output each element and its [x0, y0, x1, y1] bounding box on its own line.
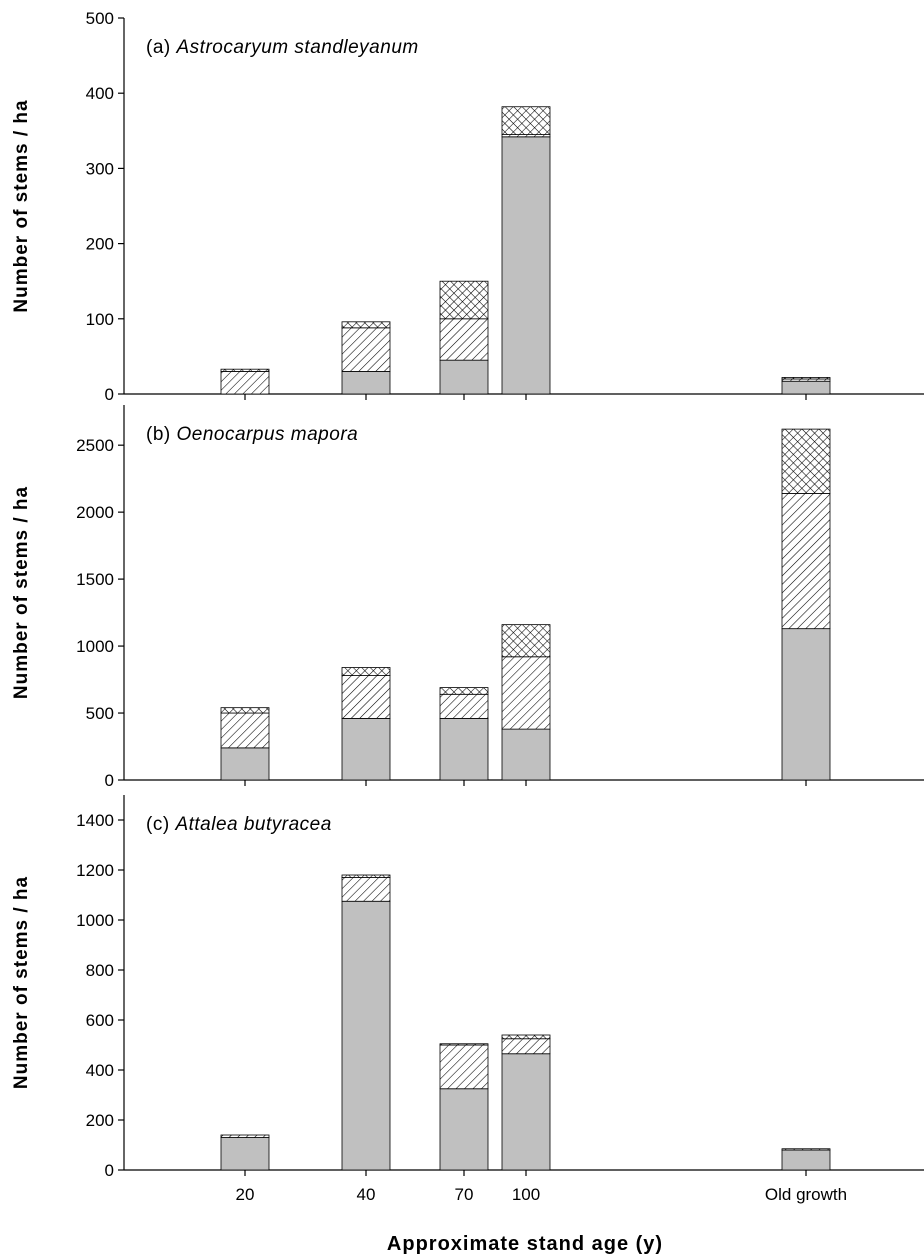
y-tick-label: 0 [105, 1161, 114, 1180]
bar-segment-gray [220, 747, 270, 781]
y-tick-label: 200 [86, 235, 114, 254]
bar-segment-cross-hatched [781, 428, 831, 494]
bar-segment-hatched [341, 675, 391, 719]
panel-title: (a) Astrocaryum standleyanum [146, 37, 419, 58]
species-name: Attalea butyracea [174, 814, 331, 835]
y-tick-label: 500 [86, 704, 114, 723]
bar-segment-gray [501, 728, 551, 781]
bar-segment-hatched [341, 327, 391, 372]
bar-segment-hatched [501, 656, 551, 730]
panel-a: 0 100 200 300 400 500 Number of stems / ha (a) … [11, 9, 924, 404]
y-tick-label: 600 [86, 1011, 114, 1030]
y-tick-label: 300 [86, 159, 114, 178]
bar-segment-gray [781, 628, 831, 781]
y-tick-label: 0 [105, 771, 114, 790]
bar-segment-gray [439, 1088, 489, 1171]
y-axis-label: Number of stems / ha [11, 486, 32, 699]
bar-segment-gray [781, 1149, 831, 1171]
bar-segment-hatched [501, 1038, 551, 1055]
y-tick-label: 1200 [76, 861, 114, 880]
species-name: Oenocarpus mapora [177, 424, 359, 445]
y-axis-label: Number of stems / ha [11, 99, 32, 312]
panel-b: 0 500 1000 1500 2000 2500 Number of stems / ha… [11, 405, 924, 790]
bar-segment-hatched [341, 877, 391, 902]
y-tick-label: 0 [105, 385, 114, 404]
bar-segment-gray [439, 717, 489, 781]
bar-segment-hatched [220, 1134, 270, 1138]
bar-segment-cross-hatched [341, 874, 391, 878]
bar-segment-cross-hatched [439, 280, 489, 320]
bar-segment-gray [501, 136, 551, 395]
bar-segment-gray [341, 900, 391, 1171]
y-tick-label: 500 [86, 9, 114, 28]
bar-segment-hatched [781, 492, 831, 630]
panel-title: (b) Oenocarpus mapora [146, 424, 358, 445]
bar-segment-cross-hatched [439, 687, 489, 695]
panel-c: 0 200 400 600 800 1000 1200 1400 Number of stems… [11, 795, 924, 1204]
bar-segment-gray [439, 359, 489, 395]
bar-segment-cross-hatched [341, 667, 391, 676]
x-tick-label: 70 [455, 1185, 474, 1204]
y-tick-label: 2500 [76, 436, 114, 455]
bar-segment-cross-hatched [781, 377, 831, 380]
bar-segment-cross-hatched [439, 1043, 489, 1046]
bar-segment-gray [341, 371, 391, 395]
panel-label: (b) [146, 424, 177, 445]
y-tick-label: 400 [86, 1061, 114, 1080]
y-tick-label: 800 [86, 961, 114, 980]
x-tick-label: 100 [512, 1185, 540, 1204]
panel-label: (c) [146, 814, 175, 835]
y-tick-label: 200 [86, 1111, 114, 1130]
x-tick-label: 20 [236, 1185, 255, 1204]
y-tick-label: 1400 [76, 811, 114, 830]
bar-segment-cross-hatched [501, 624, 551, 658]
y-axis-label: Number of stems / ha [11, 876, 32, 1089]
bar-segment-gray [501, 1053, 551, 1171]
bar-segment-cross-hatched [501, 106, 551, 135]
bar-segment-hatched [220, 712, 270, 749]
y-tick-label: 400 [86, 84, 114, 103]
bar-segment-cross-hatched [341, 321, 391, 329]
y-tick-label: 2000 [76, 503, 114, 522]
bar-segment-hatched [220, 371, 270, 395]
x-axis-label: Approximate stand age (y) [387, 1233, 663, 1255]
x-tick-label: Old growth [765, 1185, 847, 1204]
x-tick-label: 40 [357, 1185, 376, 1204]
y-tick-label: 1500 [76, 570, 114, 589]
y-tick-label: 1000 [76, 637, 114, 656]
panel-title: (c) Attalea butyracea [146, 814, 332, 835]
y-tick-label: 100 [86, 310, 114, 329]
y-tick-label: 1000 [76, 911, 114, 930]
species-name: Astrocaryum standleyanum [176, 37, 419, 58]
bar-segment-hatched [439, 318, 489, 361]
bar-segment-cross-hatched [220, 707, 270, 714]
bar-segment-gray [781, 380, 831, 395]
bar-segment-hatched [781, 1148, 831, 1151]
bar-segment-gray [341, 717, 391, 781]
bar-segment-hatched [439, 1044, 489, 1090]
bar-segment-cross-hatched [220, 368, 270, 372]
bar-segment-hatched [439, 693, 489, 719]
bar-segment-cross-hatched [501, 1034, 551, 1040]
bar-segment-gray [220, 1137, 270, 1171]
panel-label: (a) [146, 37, 177, 58]
